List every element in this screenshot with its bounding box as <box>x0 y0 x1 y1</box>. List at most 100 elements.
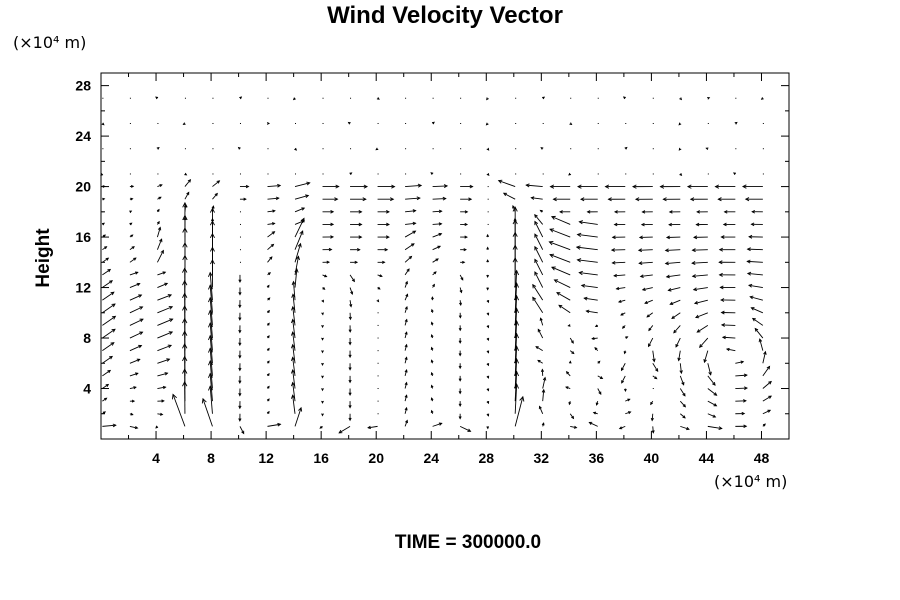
vector-arrow <box>680 413 686 419</box>
vector-arrow <box>238 363 242 372</box>
vector-arrow <box>238 350 242 359</box>
vector-arrow <box>129 210 133 214</box>
vector-arrow <box>290 331 296 351</box>
vector-arrow <box>459 287 463 294</box>
vector-arrow <box>625 411 632 415</box>
vector-arrow <box>718 260 736 265</box>
vector-arrow <box>611 260 626 265</box>
vector-arrow <box>349 172 353 176</box>
vector-arrow <box>266 122 271 125</box>
vector-arrow <box>102 280 114 288</box>
vector-arrow <box>459 274 464 281</box>
vector-arrow <box>157 399 165 403</box>
vector-arrow <box>377 247 389 252</box>
vector-arrow <box>548 240 571 251</box>
vector-arrow <box>129 197 134 201</box>
vector-arrow <box>430 384 434 389</box>
vector-arrow <box>611 235 626 240</box>
vector-arrow <box>537 328 544 339</box>
vector-arrow <box>534 220 544 238</box>
vector-arrow <box>679 97 683 101</box>
y-tick-label: 4 <box>83 381 91 397</box>
vector-arrow <box>486 233 490 238</box>
y-tick-label: 16 <box>75 229 91 245</box>
vector-arrow <box>486 287 490 291</box>
vector-arrow <box>100 173 104 176</box>
vector-arrow <box>322 222 335 227</box>
vector-arrow <box>671 312 681 319</box>
vector-arrow <box>184 172 188 176</box>
vector-arrow <box>707 425 723 430</box>
vector-arrow <box>652 363 659 373</box>
vector-arrow <box>550 215 571 225</box>
vector-arrow <box>559 210 571 214</box>
vector-arrow <box>322 287 326 290</box>
vector-arrow <box>497 179 516 188</box>
vector-arrow <box>266 284 270 288</box>
vector-arrow <box>648 325 654 332</box>
vector-arrow <box>238 287 242 296</box>
vector-arrow <box>750 307 764 314</box>
vector-arrow <box>604 184 626 189</box>
vector-arrow <box>695 312 708 319</box>
vector-arrow <box>565 371 571 377</box>
vector-arrow <box>539 209 543 213</box>
vector-arrow <box>735 360 745 364</box>
vector-arrow <box>129 358 141 364</box>
vector-arrow <box>617 299 626 303</box>
vector-arrow <box>652 375 658 380</box>
vector-arrow <box>762 365 771 377</box>
x-tick-label: 44 <box>699 450 715 466</box>
vector-arrow <box>348 363 352 371</box>
vector-arrow <box>184 178 192 187</box>
vector-arrow <box>569 413 575 420</box>
vector-arrow <box>208 271 213 301</box>
vector-arrow <box>348 312 352 321</box>
vector-arrow <box>556 292 571 301</box>
vector-arrow <box>723 210 736 214</box>
vector-arrow <box>347 121 351 125</box>
vector-arrow <box>458 338 462 344</box>
vector-arrow <box>294 181 311 188</box>
vector-arrow <box>623 388 627 393</box>
vector-arrow <box>404 243 415 251</box>
vector-arrow <box>129 234 134 238</box>
vector-arrow <box>664 248 681 253</box>
vector-arrow <box>722 222 736 227</box>
vector-arrow <box>576 258 598 263</box>
vector-arrow <box>404 343 408 351</box>
vector-arrow <box>102 257 110 263</box>
vector-arrow <box>405 183 423 188</box>
vector-arrow <box>618 425 626 430</box>
vector-arrow <box>348 338 352 346</box>
vector-arrow <box>321 324 324 329</box>
vector-arrow <box>691 248 708 253</box>
vector-arrow <box>321 337 324 341</box>
vector-arrow <box>576 232 598 238</box>
vector-arrow <box>404 255 413 263</box>
vector-arrow <box>486 274 490 278</box>
vector-arrow <box>677 350 681 362</box>
vector-arrow <box>707 96 711 100</box>
vector-arrow <box>646 312 654 318</box>
vector-arrow <box>404 356 408 364</box>
vector-arrow <box>532 283 544 301</box>
vector-arrow <box>749 295 763 301</box>
vector-arrow <box>597 388 602 396</box>
vector-arrow <box>512 204 516 212</box>
vector-arrow <box>266 410 270 415</box>
vector-arrow <box>651 426 655 434</box>
vector-arrow <box>376 299 380 303</box>
vector-arrow <box>458 363 462 370</box>
vector-arrow <box>267 256 273 263</box>
vector-arrow <box>404 318 408 326</box>
vector-arrow <box>430 397 434 402</box>
vector-arrow <box>591 336 598 341</box>
vector-arrow <box>541 388 546 402</box>
vector-arrow <box>549 253 571 263</box>
vector-arrow <box>102 315 117 326</box>
vector-arrow <box>460 210 469 214</box>
vector-arrow <box>404 305 408 313</box>
vector-arrow <box>184 191 190 200</box>
vector-arrow <box>746 247 763 252</box>
